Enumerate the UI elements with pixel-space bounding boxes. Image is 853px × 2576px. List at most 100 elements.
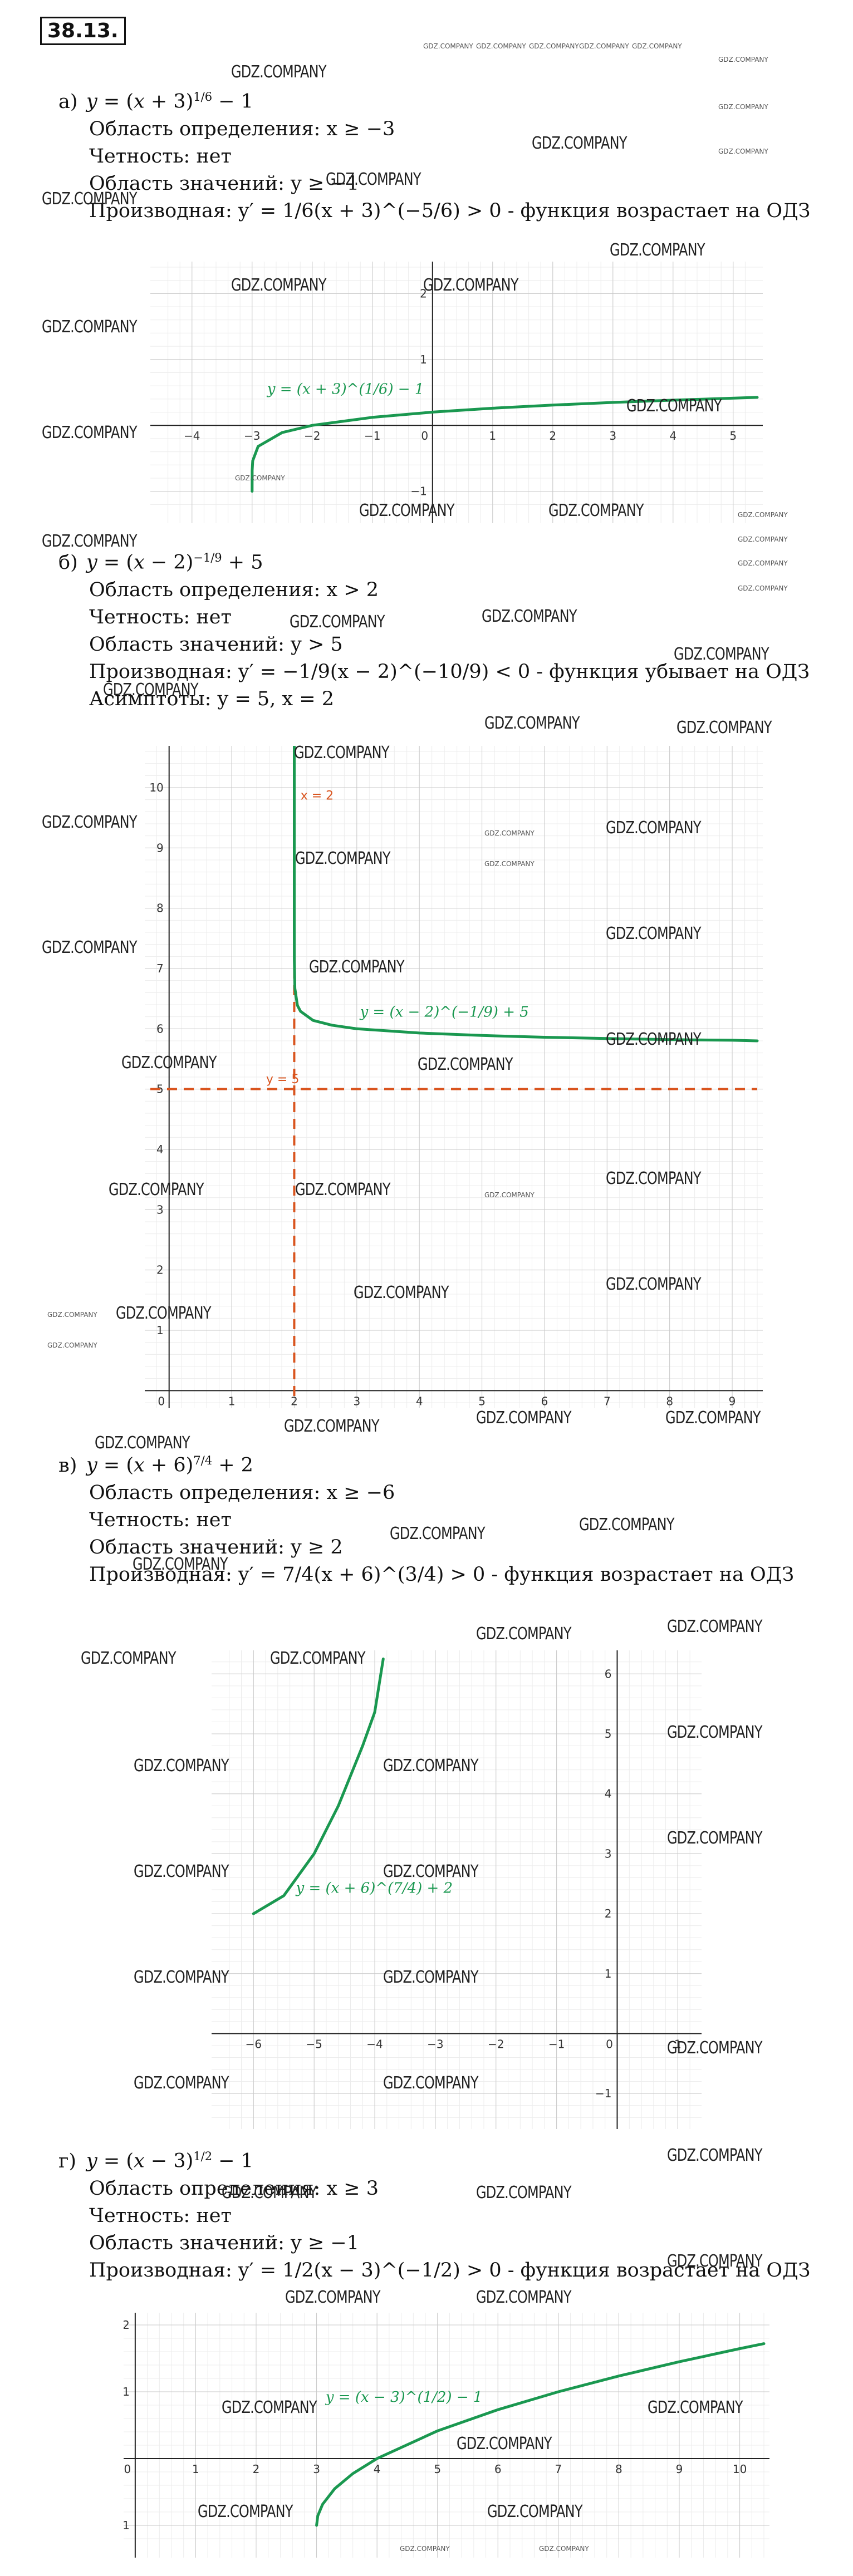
watermark: GDZ.COMPANY [231,62,326,82]
x-tick-label: 7 [604,1394,611,1408]
part-c-domain: Область определения: x ≥ −6 [89,1481,395,1504]
watermark: GDZ.COMPANY [383,1862,478,1881]
watermark: GDZ.COMPANY [667,1828,762,1848]
x-tick-label: 2 [291,1394,298,1408]
y-tick-label: 1 [605,1967,612,1980]
watermark-small: GDZ.COMPANY [235,474,285,482]
problem-number: 38.13. [40,17,126,45]
x-tick-label: 0 [421,429,428,443]
x-tick-label: 7 [555,2462,562,2476]
watermark: GDZ.COMPANY [116,1304,211,1323]
watermark: GDZ.COMPANY [133,1555,228,1574]
part-a-range: Область значений: y ≥ −1 [89,172,359,195]
watermark-small: GDZ.COMPANY [718,103,768,111]
part-b-domain: Область определения: x > 2 [89,578,379,601]
part-d-label: г) [58,2150,76,2172]
watermark-small: GDZ.COMPANY [484,829,535,837]
x-tick-label: 2 [253,2462,260,2476]
x-tick-label: −5 [306,2037,322,2051]
part-b-parity: Четность: нет [89,606,232,628]
watermark-small: GDZ.COMPANY [484,860,535,868]
watermark: GDZ.COMPANY [95,1433,190,1453]
graph-a: −4 −3 −2 −1 0 1 2 3 4 5 −1 1 2 y = (x + 3)^(1/6) − 1 [150,262,763,523]
y-tick-label: −1 [595,2087,611,2100]
watermark: GDZ.COMPANY [482,607,577,626]
graph-c: −6 −5 −4 −3 −2 −1 0 1 −1 1 2 3 4 5 6 y = (x + 6)^(7/4) … [212,1650,702,2129]
watermark: GDZ.COMPANY [476,2183,571,2203]
watermark: GDZ.COMPANY [674,645,769,664]
watermark-small: GDZ.COMPANY [423,42,473,50]
x-tick-label: 10 [733,2462,747,2476]
x-tick-label: −4 [184,429,200,443]
watermark: GDZ.COMPANY [222,2183,317,2203]
x-tick-label: 2 [549,429,556,443]
function-curve [252,1657,385,1915]
x-tick-label: 8 [615,2462,622,2476]
watermark: GDZ.COMPANY [134,1756,229,1776]
y-tick-label: 4 [605,1787,612,1801]
x-tick-label: −3 [244,429,260,443]
watermark: GDZ.COMPANY [667,1617,762,1636]
watermark-small: GDZ.COMPANY [738,584,788,592]
x-tick-label: 3 [609,429,616,443]
part-a-derivative: Производная: y′ = 1/6(x + 3)^(−5/6) > 0 … [89,199,811,222]
watermark: GDZ.COMPANY [667,2146,762,2165]
watermark-small: GDZ.COMPANY [579,42,629,50]
part-a-function: а) y = (x + 3)1/6 − 1 [58,83,810,116]
watermark: GDZ.COMPANY [103,680,198,700]
x-tick-label: 9 [676,2462,683,2476]
function-curve [315,2342,766,2527]
watermark: GDZ.COMPANY [222,2398,317,2417]
x-tick-label: −6 [246,2037,262,2051]
watermark: GDZ.COMPANY [610,240,705,260]
watermark: GDZ.COMPANY [390,1524,485,1543]
watermark-small: GDZ.COMPANY [47,1341,97,1349]
watermark: GDZ.COMPANY [667,2038,762,2058]
x-tick-label: 3 [353,1394,360,1408]
part-a-label: а) [58,90,78,113]
part-a-parity: Четность: нет [89,145,232,168]
x-tick-label: 1 [192,2462,199,2476]
x-tick-label: 5 [478,1394,486,1408]
watermark-small: GDZ.COMPANY [484,1191,535,1199]
watermark: GDZ.COMPANY [42,532,137,551]
watermark: GDZ.COMPANY [134,1862,229,1881]
watermark: GDZ.COMPANY [484,714,580,733]
y-tick-label: 8 [156,902,164,915]
x-tick-label: 0 [606,2037,613,2051]
y-tick-label: 4 [156,1143,164,1156]
asymptote-label: y = 5 [266,1073,299,1087]
watermark: GDZ.COMPANY [548,501,644,520]
graph-d: 0 1 2 3 4 5 6 7 8 9 10 −1 1 2 y = (x − 3)^(1/2) − 1 [124,2313,769,2558]
part-d-parity: Четность: нет [89,2204,232,2227]
x-tick-label: 4 [374,2462,381,2476]
watermark: GDZ.COMPANY [579,1515,674,1535]
watermark: GDZ.COMPANY [606,1030,701,1049]
y-tick-label: −1 [124,2519,130,2532]
y-tick-label: 9 [156,841,164,854]
watermark: GDZ.COMPANY [81,1649,176,1668]
part-c-function: в) y = (x + 6)7/4 + 2 [58,1447,794,1479]
watermark: GDZ.COMPANY [270,1649,365,1668]
watermark: GDZ.COMPANY [109,1180,204,1199]
part-d-derivative: Производная: y′ = 1/2(x − 3)^(−1/2) > 0 … [89,2259,811,2282]
part-c-label: в) [58,1454,77,1477]
watermark: GDZ.COMPANY [198,2502,293,2521]
watermark: GDZ.COMPANY [383,1756,478,1776]
y-tick-label: 2 [124,2318,130,2332]
watermark: GDZ.COMPANY [294,743,389,763]
watermark: GDZ.COMPANY [383,2073,478,2093]
watermark: GDZ.COMPANY [309,957,404,977]
watermark: GDZ.COMPANY [42,317,137,337]
watermark: GDZ.COMPANY [121,1053,217,1073]
x-tick-label: 6 [494,2462,502,2476]
watermark: GDZ.COMPANY [476,2288,571,2307]
watermark-small: GDZ.COMPANY [718,56,768,63]
part-c-text: в) y = (x + 6)7/4 + 2 Область определения… [58,1447,794,1589]
part-d-range: Область значений: y ≥ −1 [89,2231,359,2254]
part-d-function: г) y = (x − 3)1/2 − 1 [58,2143,810,2175]
watermark: GDZ.COMPANY [295,849,390,868]
watermark: GDZ.COMPANY [476,1408,571,1428]
graph-b: 012345678912345678910x = 2y = 5y = (x − … [145,746,763,1408]
watermark: GDZ.COMPANY [476,1624,571,1644]
